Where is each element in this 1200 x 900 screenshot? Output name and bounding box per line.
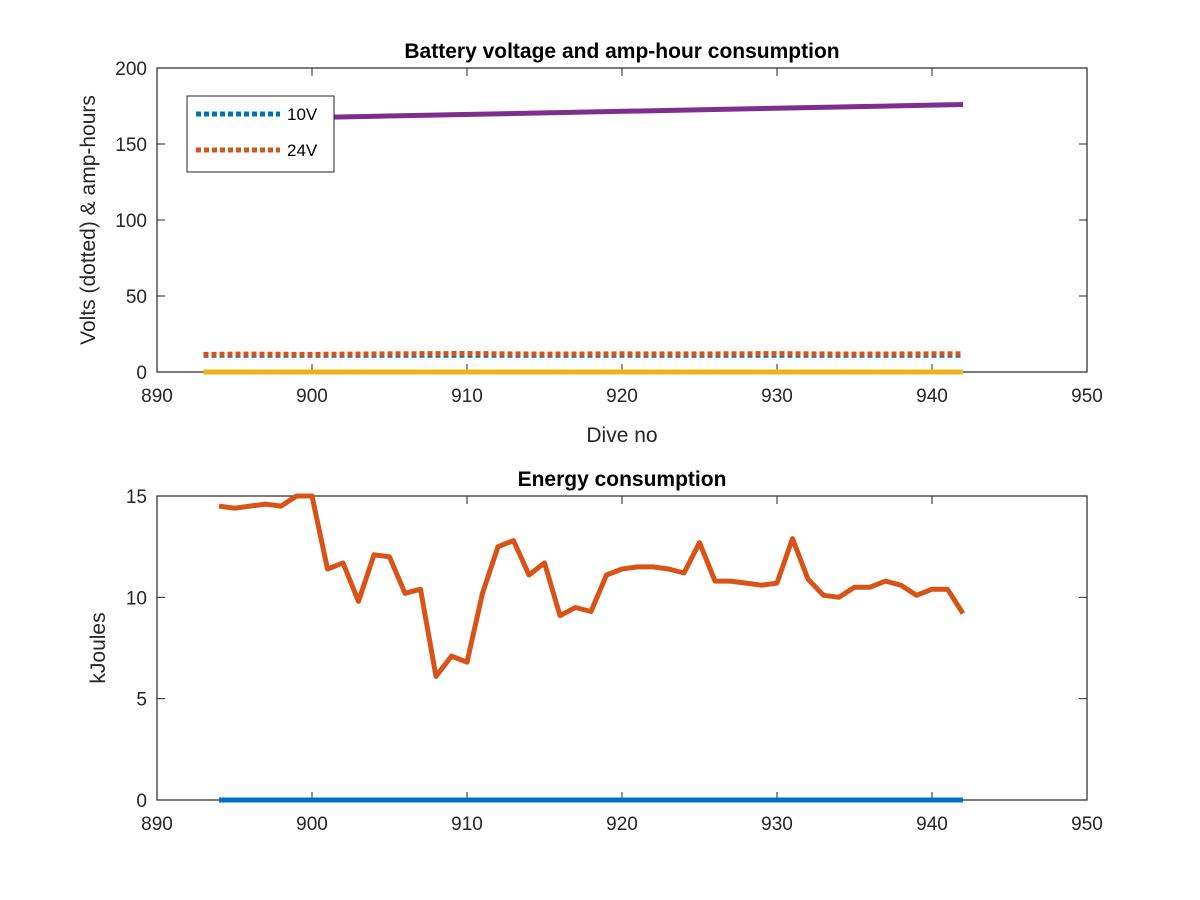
chart-title: Energy consumption — [518, 468, 727, 491]
x-tick-label: 950 — [1071, 814, 1103, 835]
plot-area — [156, 495, 1088, 801]
y-tick-label: 100 — [115, 211, 147, 232]
legend-label: 10V — [287, 105, 318, 124]
y-tick-label: 0 — [136, 791, 147, 812]
y-tick-label: 200 — [115, 59, 147, 80]
legend: 10V 24V — [186, 95, 335, 173]
x-tick-label: 890 — [141, 386, 173, 407]
x-tick-label: 900 — [296, 386, 328, 407]
y-tick-label: 0 — [136, 363, 147, 384]
x-tick-label: 950 — [1071, 386, 1103, 407]
x-tick-label: 910 — [451, 814, 483, 835]
x-tick-label: 890 — [141, 814, 173, 835]
x-tick-label: 920 — [606, 814, 638, 835]
y-tick-label: 5 — [136, 690, 147, 711]
series-line-2 — [203, 351, 963, 357]
x-tick-label: 910 — [451, 386, 483, 407]
x-tick-label: 900 — [296, 814, 328, 835]
x-axis-label: Dive no — [586, 424, 657, 447]
x-tick-label: 920 — [606, 386, 638, 407]
x-tick-label: 930 — [761, 386, 793, 407]
y-tick-label: 15 — [126, 487, 147, 508]
x-tick-label: 940 — [916, 386, 948, 407]
x-tick-label: 940 — [916, 814, 948, 835]
chart-1: 890 900 910 920 930 940 950 0 50 100 150 200 Battery… — [77, 40, 1103, 447]
y-axis-label: Volts (dotted) & amp-hours — [77, 95, 100, 345]
series-line-2 — [218, 493, 966, 679]
y-tick-label: 150 — [115, 135, 147, 156]
chart-2: 890 900 910 920 930 940 950 0 5 10 15 Energy consum… — [87, 468, 1103, 835]
chart-title: Battery voltage and amp-hour consumption — [404, 40, 839, 63]
y-axis-label: kJoules — [87, 612, 110, 683]
legend-box — [186, 95, 335, 173]
legend-label: 24V — [287, 141, 318, 160]
y-tick-label: 10 — [126, 588, 147, 609]
y-tick-label: 50 — [126, 287, 147, 308]
x-tick-label: 930 — [761, 814, 793, 835]
